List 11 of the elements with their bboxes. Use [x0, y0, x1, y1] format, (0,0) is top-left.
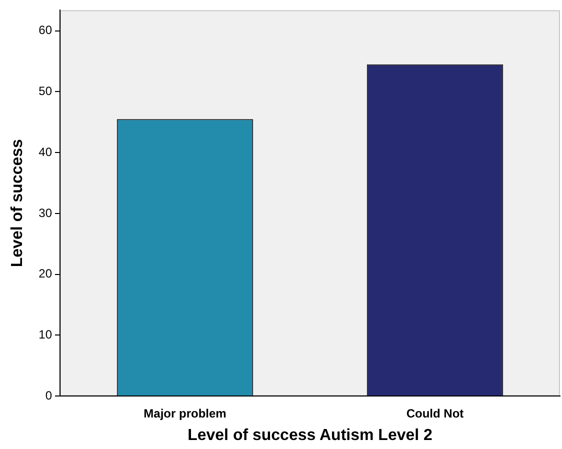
x-axis-title: Level of success Autism Level 2	[188, 426, 433, 444]
y-tick-label: 10	[38, 327, 52, 342]
x-tick-label: Major problem	[144, 406, 226, 421]
y-axis-title: Level of success	[9, 138, 26, 268]
y-tick-label: 60	[38, 23, 52, 38]
x-tick-label: Could Not	[406, 406, 464, 421]
y-tick-label: 30	[38, 206, 52, 220]
y-tick-label: 40	[38, 144, 52, 159]
y-tick-label: 50	[38, 84, 52, 98]
y-tick-label: 0	[45, 388, 52, 402]
y-tick-label: 20	[38, 266, 52, 281]
